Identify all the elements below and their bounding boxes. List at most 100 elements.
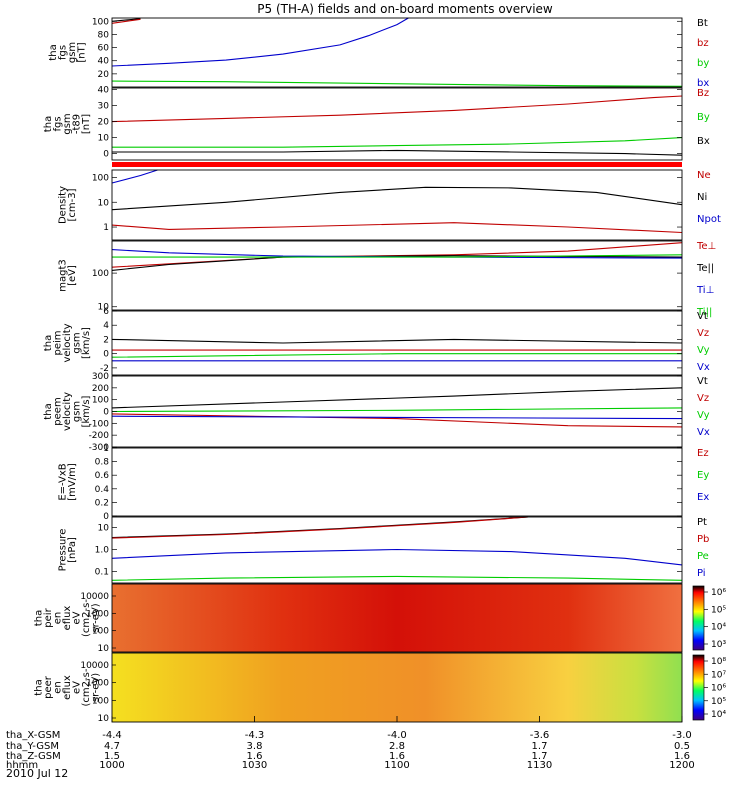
series-line-Pe — [111, 575, 683, 581]
panel-frame — [111, 447, 683, 517]
y-tick-label: 200 — [92, 384, 109, 394]
x-tick-label: -4.0 — [387, 730, 407, 741]
panel-frame — [111, 240, 683, 311]
figure-title: P5 (TH-A) fields and on-board moments ov… — [257, 2, 553, 16]
legend-Ti||: Ti|| — [696, 307, 712, 318]
colorbar-tick-label: 10⁵ — [711, 605, 726, 615]
y-tick-label: 100 — [92, 696, 109, 706]
y-axis-label-line: [cm-3] — [67, 188, 78, 221]
y-tick-label: 0 — [103, 512, 109, 522]
y-axis-label-line: tha — [34, 610, 45, 626]
y-tick-label: 100 — [92, 269, 109, 279]
y-tick-label: 1.0 — [95, 545, 110, 555]
y-axis-label-line: [eV] — [67, 265, 78, 286]
x-tick-label: -4.4 — [102, 730, 122, 741]
y-axis-label-line: en — [53, 681, 64, 694]
legend-Vy: Vy — [697, 345, 710, 356]
series-line-Bz — [111, 95, 683, 123]
y-axis-label-line: Pressure — [57, 529, 68, 572]
colorbar-tick-label: 10⁴ — [711, 710, 726, 720]
legend-Ne: Ne — [697, 170, 711, 181]
panel-frame — [111, 516, 683, 584]
y-axis-label-line: [nT] — [76, 42, 87, 62]
y-tick-label: 0.1 — [95, 567, 109, 577]
x-tick-label: -3.6 — [530, 730, 550, 741]
series-line-Vx — [111, 415, 683, 420]
y-tick-label: 300 — [92, 372, 109, 382]
y-axis-label: thapeimvelocitygsm[km/s] — [43, 323, 92, 362]
panel-6: thapeemvelocitygsm[km/s] -300 -200 -1000 100… — [43, 372, 710, 453]
y-axis-label-line: tha — [43, 335, 54, 351]
series-line-By — [112, 137, 683, 148]
x-tick-label: 1.6 — [389, 751, 405, 762]
legend-Te||: Te|| — [696, 263, 714, 274]
legend-Vx: Vx — [697, 362, 710, 373]
y-tick-label: 100 — [92, 17, 109, 27]
legend-Ti⊥: Ti⊥ — [696, 285, 714, 296]
series-line-Vy — [111, 407, 683, 413]
series-line-Te⊥ — [111, 242, 683, 268]
legend-Bz: Bz — [697, 88, 709, 99]
legend-Pb: Pb — [697, 534, 709, 545]
colorbar-tick-label: 10⁸ — [711, 657, 726, 667]
x-axis-row-label: tha_Y-GSM — [6, 741, 59, 752]
y-axis-label-line: E=-VxB — [57, 463, 68, 500]
y-tick-label: 10 — [98, 134, 110, 144]
y-axis-label-line: [nT] — [81, 114, 92, 134]
y-axis-label-line: sr-eV) — [91, 603, 102, 632]
legend-Bx: Bx — [697, 136, 710, 147]
y-axis-label-line: (cm2-s- — [81, 599, 92, 637]
y-axis-label-line: Density — [57, 186, 68, 224]
colorbar-tick-label: 10⁶ — [711, 588, 726, 598]
y-tick-label: -100 — [89, 419, 110, 429]
series-line-Ne — [111, 222, 683, 234]
y-axis-label-line: eflux — [62, 675, 73, 700]
y-tick-label: 0.6 — [95, 471, 110, 481]
colorbar-tick-label: 10³ — [711, 640, 726, 650]
y-axis-label-line: fgs — [57, 45, 68, 60]
y-axis-label-line: (cm2-s- — [81, 668, 92, 706]
legend-Pe: Pe — [697, 551, 709, 562]
series-line-Ni — [111, 186, 683, 211]
x-tick-label: 1.6 — [674, 751, 690, 762]
y-tick-label: 0 — [103, 350, 109, 360]
y-tick-label: 1000 — [86, 679, 109, 689]
y-tick-label: 10 — [98, 198, 110, 208]
x-tick-label: -4.3 — [245, 730, 265, 741]
y-tick-label: -300 — [89, 443, 110, 453]
legend-Vz: Vz — [697, 328, 709, 339]
y-tick-label: 10000 — [80, 592, 109, 602]
series-line-by — [111, 80, 683, 87]
colorbar — [692, 654, 705, 721]
y-axis-label-line: sr-eV) — [91, 673, 102, 702]
y-axis-label-line: eflux — [62, 606, 73, 631]
legend-Vy: Vy — [697, 410, 710, 421]
y-tick-label: 4 — [103, 321, 109, 331]
series-line-Bt — [111, 18, 141, 22]
y-tick-label: 20 — [98, 70, 110, 80]
x-axis-table: -4.44.71.51000-4.33.81.61030-4.02.81.611… — [6, 716, 695, 771]
y-tick-label: 0 — [103, 150, 109, 160]
separator-bar — [112, 162, 682, 167]
panel-9: thapeirenefluxeV(cm2-s-sr-eV) 10³ 10⁴ 10⁵ 10… — [34, 583, 726, 654]
y-axis-label-line: fgs — [53, 116, 64, 131]
legend-By: By — [697, 112, 710, 123]
y-tick-label: 10 — [98, 714, 110, 724]
colorbar-tick-label: 10⁷ — [711, 670, 726, 680]
x-tick-label: 2.8 — [389, 741, 405, 752]
panel-frame — [111, 17, 683, 88]
x-tick-label: 1.7 — [532, 751, 548, 762]
y-tick-label: 0 — [103, 408, 109, 418]
colorbar-tick-label: 10⁵ — [711, 697, 726, 707]
legend-by: by — [697, 58, 709, 69]
series-line-bx — [111, 17, 409, 67]
y-tick-label: 30 — [98, 102, 110, 112]
y-axis-label: Density[cm-3] — [57, 186, 78, 224]
panel-4: magt3[eV] 10 100 Te⊥ Te|| Ti⊥ Ti|| — [57, 240, 716, 318]
legend-Npot: Npot — [697, 214, 721, 225]
y-axis-label-line: tha — [43, 116, 54, 132]
y-tick-label: 10 — [98, 523, 110, 533]
y-tick-label: 100 — [92, 173, 109, 183]
x-tick-label: 4.7 — [104, 741, 120, 752]
